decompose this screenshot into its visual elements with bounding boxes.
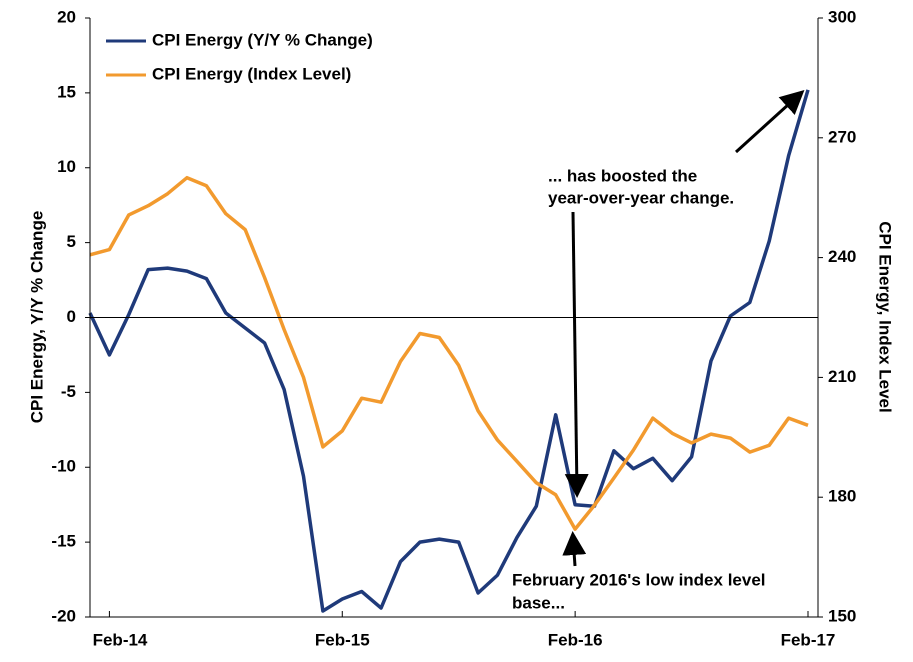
y-tick-label: 20 bbox=[57, 7, 76, 26]
y-tick-label: -5 bbox=[61, 382, 76, 401]
x-tick-label: Feb-15 bbox=[315, 630, 370, 649]
y-tick-label: 0 bbox=[67, 307, 76, 326]
y-tick-label: 5 bbox=[67, 232, 76, 251]
series-line bbox=[88, 89, 810, 613]
y-tick-label: 10 bbox=[57, 157, 76, 176]
legend-label: CPI Energy (Y/Y % Change) bbox=[152, 30, 373, 49]
y-axis-title: CPI Energy, Y/Y % Change bbox=[27, 211, 46, 424]
y2-tick-label: 270 bbox=[828, 127, 856, 146]
y2-tick-label: 240 bbox=[828, 247, 856, 266]
y2-tick-label: 180 bbox=[828, 487, 856, 506]
legend-label: CPI Energy (Index Level) bbox=[152, 64, 351, 83]
y2-tick-label: 150 bbox=[828, 606, 856, 625]
x-tick-label: Feb-14 bbox=[93, 630, 148, 649]
y2-axis-title: CPI Energy, Index Level bbox=[876, 221, 895, 412]
y2-tick-label: 300 bbox=[828, 7, 856, 26]
arrow bbox=[564, 211, 589, 498]
x-tick-label: Feb-17 bbox=[781, 630, 836, 649]
arrow bbox=[734, 89, 805, 154]
y2-tick-label: 210 bbox=[828, 367, 856, 386]
y-tick-label: -20 bbox=[51, 606, 76, 625]
annotation: February 2016's low index level bbox=[512, 570, 766, 589]
series-line bbox=[89, 175, 809, 531]
arrow bbox=[562, 531, 587, 567]
y-tick-label: 15 bbox=[57, 82, 76, 101]
x-tick-label: Feb-16 bbox=[548, 630, 603, 649]
annotation: year-over-year change. bbox=[548, 188, 734, 207]
y-tick-label: -10 bbox=[51, 457, 76, 476]
y-tick-label: -15 bbox=[51, 532, 76, 551]
annotation: base... bbox=[512, 593, 565, 612]
annotation: ... has boosted the bbox=[548, 166, 697, 185]
